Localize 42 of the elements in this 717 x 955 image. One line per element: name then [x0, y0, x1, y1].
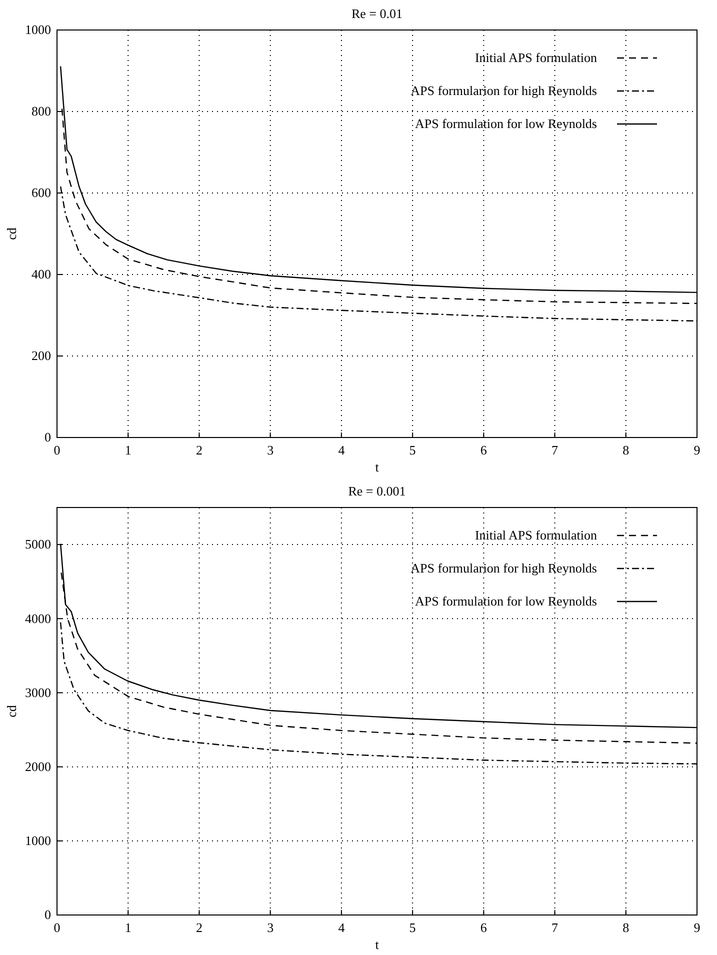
chart-title: Re = 0.001 [348, 484, 406, 498]
x-tick-label: 4 [338, 442, 346, 458]
legend-label: APS formularion for high Reynolds [410, 83, 597, 98]
x-tick-label: 7 [552, 442, 559, 458]
x-tick-label: 8 [622, 442, 630, 458]
x-tick-label: 9 [694, 442, 700, 458]
y-tick-label: 800 [32, 104, 51, 119]
x-axis-title: t [375, 460, 380, 474]
y-axis-title: cd [4, 227, 19, 240]
x-tick-label: 1 [124, 920, 132, 936]
x-axis-title: t [375, 937, 380, 952]
y-tick-label: 0 [44, 907, 51, 922]
y-tick-label: 2000 [25, 758, 51, 774]
x-tick-label: 8 [622, 920, 630, 936]
legend-label: Initial APS formulation [474, 528, 598, 542]
y-tick-label: 1000 [25, 22, 51, 38]
y-tick-label: 1000 [25, 833, 51, 848]
x-tick-label: 3 [267, 442, 274, 458]
legend-label: APS formulation for low Reynolds [415, 594, 597, 608]
x-tick-label: 9 [694, 920, 700, 936]
y-tick-label: 4000 [25, 610, 51, 626]
y-tick-label: 600 [32, 185, 51, 200]
x-tick-label: 6 [480, 920, 488, 936]
x-tick-label: 4 [338, 920, 346, 936]
y-tick-label: 3000 [25, 684, 51, 700]
x-tick-label: 5 [409, 920, 416, 936]
x-tick-label: 5 [409, 442, 416, 458]
legend-label: APS formulation for low Reynolds [415, 116, 597, 131]
x-tick-label: 6 [480, 442, 488, 458]
y-axis-title: cd [4, 704, 19, 718]
y-tick-label: 5000 [25, 536, 51, 552]
y-tick-label: 0 [44, 430, 51, 445]
x-tick-label: 3 [267, 920, 274, 936]
legend-label: APS formularion for high Reynolds [410, 560, 597, 576]
x-tick-label: 2 [196, 920, 202, 936]
y-tick-label: 400 [32, 266, 51, 282]
x-tick-label: 1 [124, 442, 132, 458]
x-tick-label: 2 [196, 442, 202, 458]
chart-title: Re = 0.01 [351, 6, 403, 21]
x-tick-label: 7 [552, 920, 559, 936]
y-tick-label: 200 [32, 348, 51, 364]
legend-label: Initial APS formulation [474, 50, 598, 65]
